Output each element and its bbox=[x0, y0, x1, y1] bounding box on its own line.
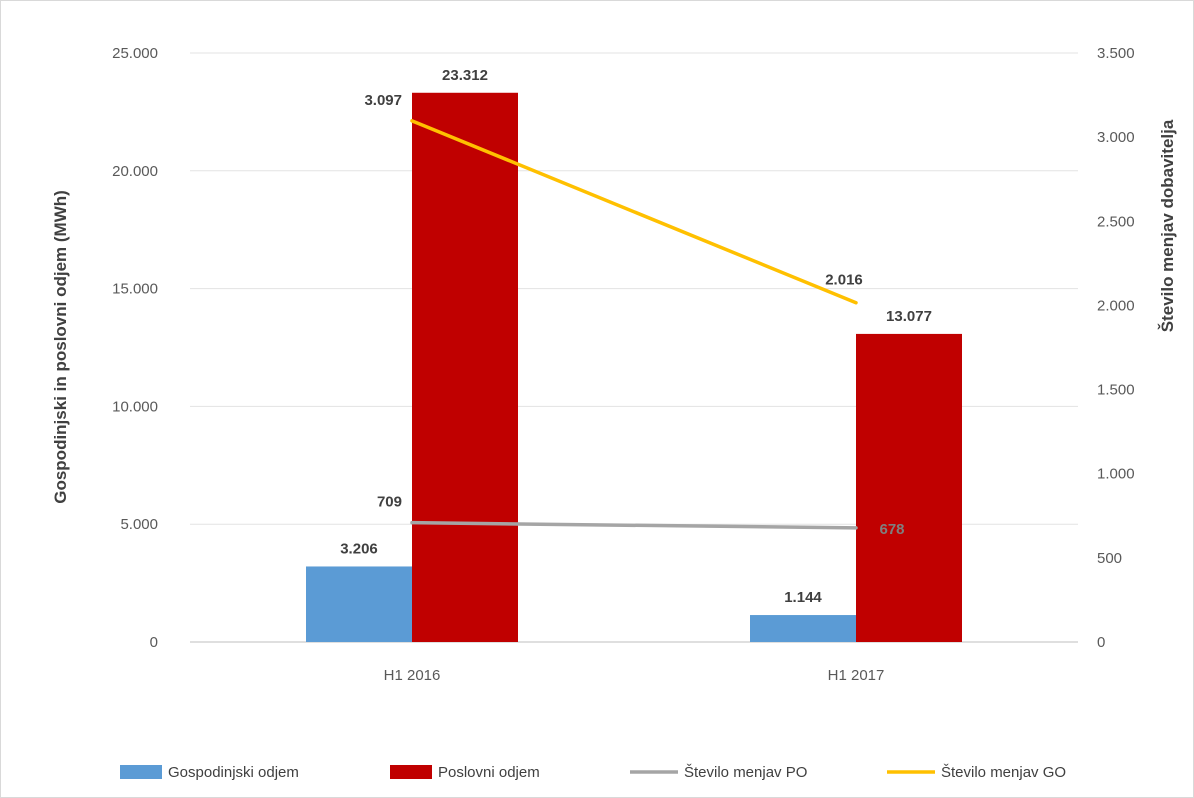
y-left-tick-label: 20.000 bbox=[112, 163, 158, 180]
y-right-tick-label: 3.000 bbox=[1097, 129, 1135, 146]
bar bbox=[856, 333, 962, 642]
y-right-tick-label: 0 bbox=[1097, 634, 1105, 651]
y-left-tick-label: 5.000 bbox=[120, 516, 158, 533]
bar bbox=[306, 566, 412, 642]
legend-label: Število menjav PO bbox=[684, 764, 807, 781]
legend: Gospodinjski odjem Poslovni odjem Število … bbox=[120, 764, 1066, 781]
y-left-axis-title: Gospodinjski in poslovni odjem (MWh) bbox=[51, 190, 70, 504]
lines bbox=[410, 119, 858, 530]
x-tick-label: H1 2017 bbox=[828, 667, 885, 684]
line-point bbox=[854, 301, 858, 305]
line-point bbox=[854, 526, 858, 530]
line-data-label: 678 bbox=[879, 521, 904, 538]
y-left-tick-label: 25.000 bbox=[112, 45, 158, 62]
legend-label: Število menjav GO bbox=[941, 764, 1066, 781]
y-right-axis-title: Število menjav dobavitelja bbox=[1158, 119, 1177, 332]
legend-label: Poslovni odjem bbox=[438, 764, 540, 781]
y-right-tick-label: 3.500 bbox=[1097, 45, 1135, 62]
data-labels: 3.206 1.144 23.312 13.077 709 678 3.097 2.016 bbox=[340, 67, 932, 606]
series-line bbox=[410, 520, 858, 530]
y-left-tick-label: 15.000 bbox=[112, 281, 158, 298]
bar bbox=[412, 92, 518, 642]
line-data-label: 709 bbox=[377, 494, 402, 511]
y-right-tick-label: 1.500 bbox=[1097, 382, 1135, 399]
x-tick-label: H1 2016 bbox=[384, 667, 441, 684]
y-right-tick-label: 2.500 bbox=[1097, 213, 1135, 230]
y-left-tick-label: 0 bbox=[150, 634, 158, 651]
bar-data-label: 13.077 bbox=[886, 308, 932, 325]
y-left-tick-label: 10.000 bbox=[112, 398, 158, 415]
legend-label: Gospodinjski odjem bbox=[168, 764, 299, 781]
legend-swatch bbox=[120, 765, 162, 779]
y-right-tick-label: 1.000 bbox=[1097, 466, 1135, 483]
series-line bbox=[410, 119, 858, 305]
legend-swatch bbox=[390, 765, 432, 779]
bar-data-label: 1.144 bbox=[784, 589, 822, 606]
axes: 0 5.000 10.000 15.000 20.000 25.000 0 500 1.000 1… bbox=[51, 45, 1177, 684]
line-point bbox=[410, 521, 414, 525]
line-point bbox=[410, 119, 414, 123]
line-data-label: 2.016 bbox=[825, 272, 863, 289]
y-right-tick-label: 500 bbox=[1097, 550, 1122, 567]
line-data-label: 3.097 bbox=[364, 92, 402, 109]
bar-data-label: 3.206 bbox=[340, 540, 378, 557]
bar-data-label: 23.312 bbox=[442, 67, 488, 84]
y-right-tick-label: 2.000 bbox=[1097, 297, 1135, 314]
bars bbox=[306, 92, 962, 642]
bar bbox=[750, 615, 856, 642]
